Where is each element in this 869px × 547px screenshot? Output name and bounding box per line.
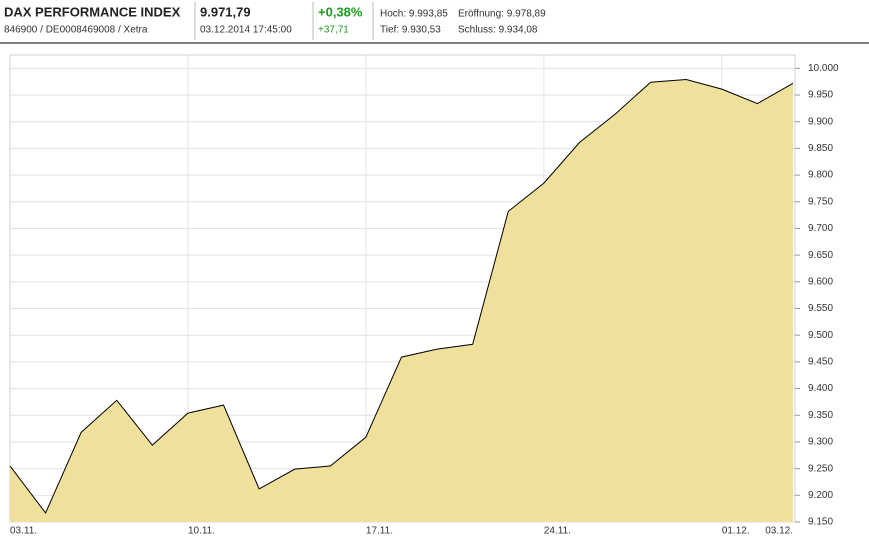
y-tick-label: 10.000 <box>808 63 839 74</box>
y-tick-label: 9.700 <box>808 223 833 234</box>
y-tick-label: 9.400 <box>808 383 833 394</box>
index-name: DAX PERFORMANCE INDEX <box>4 4 181 19</box>
index-ids: 846900 / DE0008469008 / Xetra <box>4 25 148 36</box>
header-bg <box>0 0 869 42</box>
y-tick-label: 9.500 <box>808 330 833 341</box>
open: Eröffnung: 9.978,89 <box>458 9 546 20</box>
change-abs: +37,71 <box>318 25 349 36</box>
y-tick-label: 9.350 <box>808 410 833 421</box>
y-tick-label: 9.550 <box>808 303 833 314</box>
price-line <box>9 79 794 514</box>
y-tick-label: 9.600 <box>808 276 833 287</box>
x-tick-label: 01.12. <box>722 526 750 537</box>
y-tick-label: 9.800 <box>808 170 833 181</box>
y-tick-label: 9.200 <box>808 490 833 501</box>
y-tick-label: 9.300 <box>808 437 833 448</box>
x-tick-label: 10.11. <box>188 526 215 537</box>
area-fill <box>10 79 793 523</box>
x-tick-label: 03.12. <box>765 526 793 537</box>
y-tick-label: 9.150 <box>808 517 833 528</box>
y-tick-label: 9.450 <box>808 357 833 368</box>
x-tick-label: 03.11. <box>10 526 37 537</box>
y-tick-label: 9.650 <box>808 250 833 261</box>
price: 9.971,79 <box>200 4 251 19</box>
y-tick-label: 9.950 <box>808 90 833 101</box>
y-tick-label: 9.750 <box>808 196 833 207</box>
y-tick-label: 9.900 <box>808 116 833 127</box>
timestamp: 03.12.2014 17:45:00 <box>200 25 292 36</box>
y-tick-label: 9.850 <box>808 143 833 154</box>
close: Schluss: 9.934,08 <box>458 25 538 36</box>
change-pct: +0,38% <box>318 4 363 19</box>
low: Tief: 9.930,53 <box>380 25 441 36</box>
x-tick-label: 24.11. <box>544 526 571 537</box>
x-tick-label: 17.11. <box>366 526 393 537</box>
y-tick-label: 9.250 <box>808 463 833 474</box>
high: Hoch: 9.993,85 <box>380 9 448 20</box>
